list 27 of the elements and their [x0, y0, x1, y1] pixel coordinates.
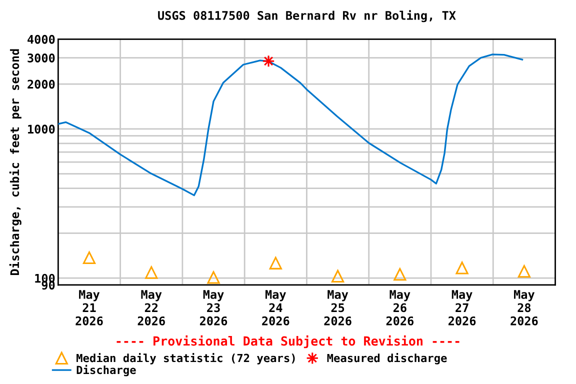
y-tick-label: 1000: [28, 124, 55, 134]
point: [269, 256, 282, 270]
legend-label: Discharge: [76, 364, 136, 376]
point: [207, 271, 220, 284]
y-tick-label: 4000: [28, 34, 55, 44]
x-tick-label: May 21 2026: [76, 290, 103, 326]
y-tick-label: 2000: [28, 80, 55, 89]
y-tick-label: 3000: [28, 54, 55, 62]
point: [518, 265, 531, 278]
x-tick-label: May 28 2026: [510, 290, 538, 326]
x-tick-label: May 24 2026: [262, 290, 290, 326]
x-tick-label: May 25 2026: [324, 290, 352, 326]
x-tick-label: May 27 2026: [448, 290, 476, 326]
x-tick-label: May 23 2026: [200, 290, 228, 326]
chart-title: USGS 08117500 San Bernard Rv nr Boling, TX: [158, 10, 456, 22]
line-series: [58, 54, 524, 196]
y-axis-title: Discharge, cubic feet per second: [9, 49, 22, 275]
point: [82, 251, 96, 264]
point: [456, 262, 468, 274]
point: [145, 266, 158, 279]
point: [394, 268, 406, 281]
legend-label: Median daily statistic (72 years): [76, 353, 295, 364]
x-tick-label: May 26 2026: [386, 290, 414, 326]
x-tick-label: May 22 2026: [138, 290, 165, 326]
text: ---- Provisional Data Subject to Revision ----: [116, 335, 460, 348]
point: [331, 270, 344, 283]
legend-label: Measured discharge: [327, 353, 447, 364]
